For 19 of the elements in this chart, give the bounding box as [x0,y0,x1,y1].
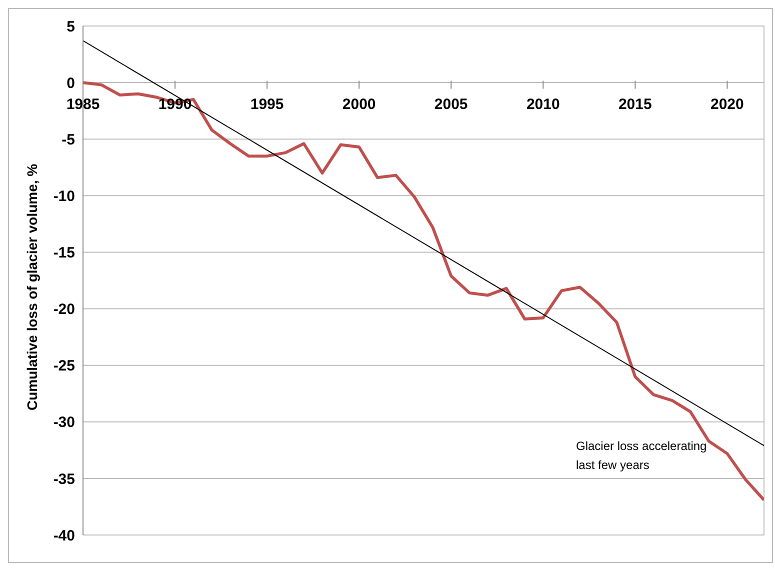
y-tick-label: -25 [53,358,75,375]
x-tick-label: 2010 [526,96,560,113]
y-tick-label: -5 [62,131,75,148]
y-tick-label: 0 [66,74,75,92]
y-tick-label: -10 [53,188,75,205]
x-tick-label: 2000 [342,96,376,113]
x-tick-label: 1985 [66,96,100,113]
y-tick-label: 5 [66,18,75,36]
annotation: Glacier loss accelerating last few years [576,438,707,474]
y-tick-label: -35 [53,470,75,488]
y-tick-label: -40 [53,527,75,544]
x-tick-label: 2020 [710,96,744,113]
y-tick-label: -20 [53,301,75,318]
x-tick-label: 2005 [434,96,468,113]
x-tick-label: 2015 [618,96,652,113]
y-tick-label: -30 [53,414,75,432]
y-tick-label: -15 [53,244,75,262]
x-tick-label: 1995 [250,96,284,113]
y-axis-title: Cumulative loss of glacier volume, % [24,163,40,410]
